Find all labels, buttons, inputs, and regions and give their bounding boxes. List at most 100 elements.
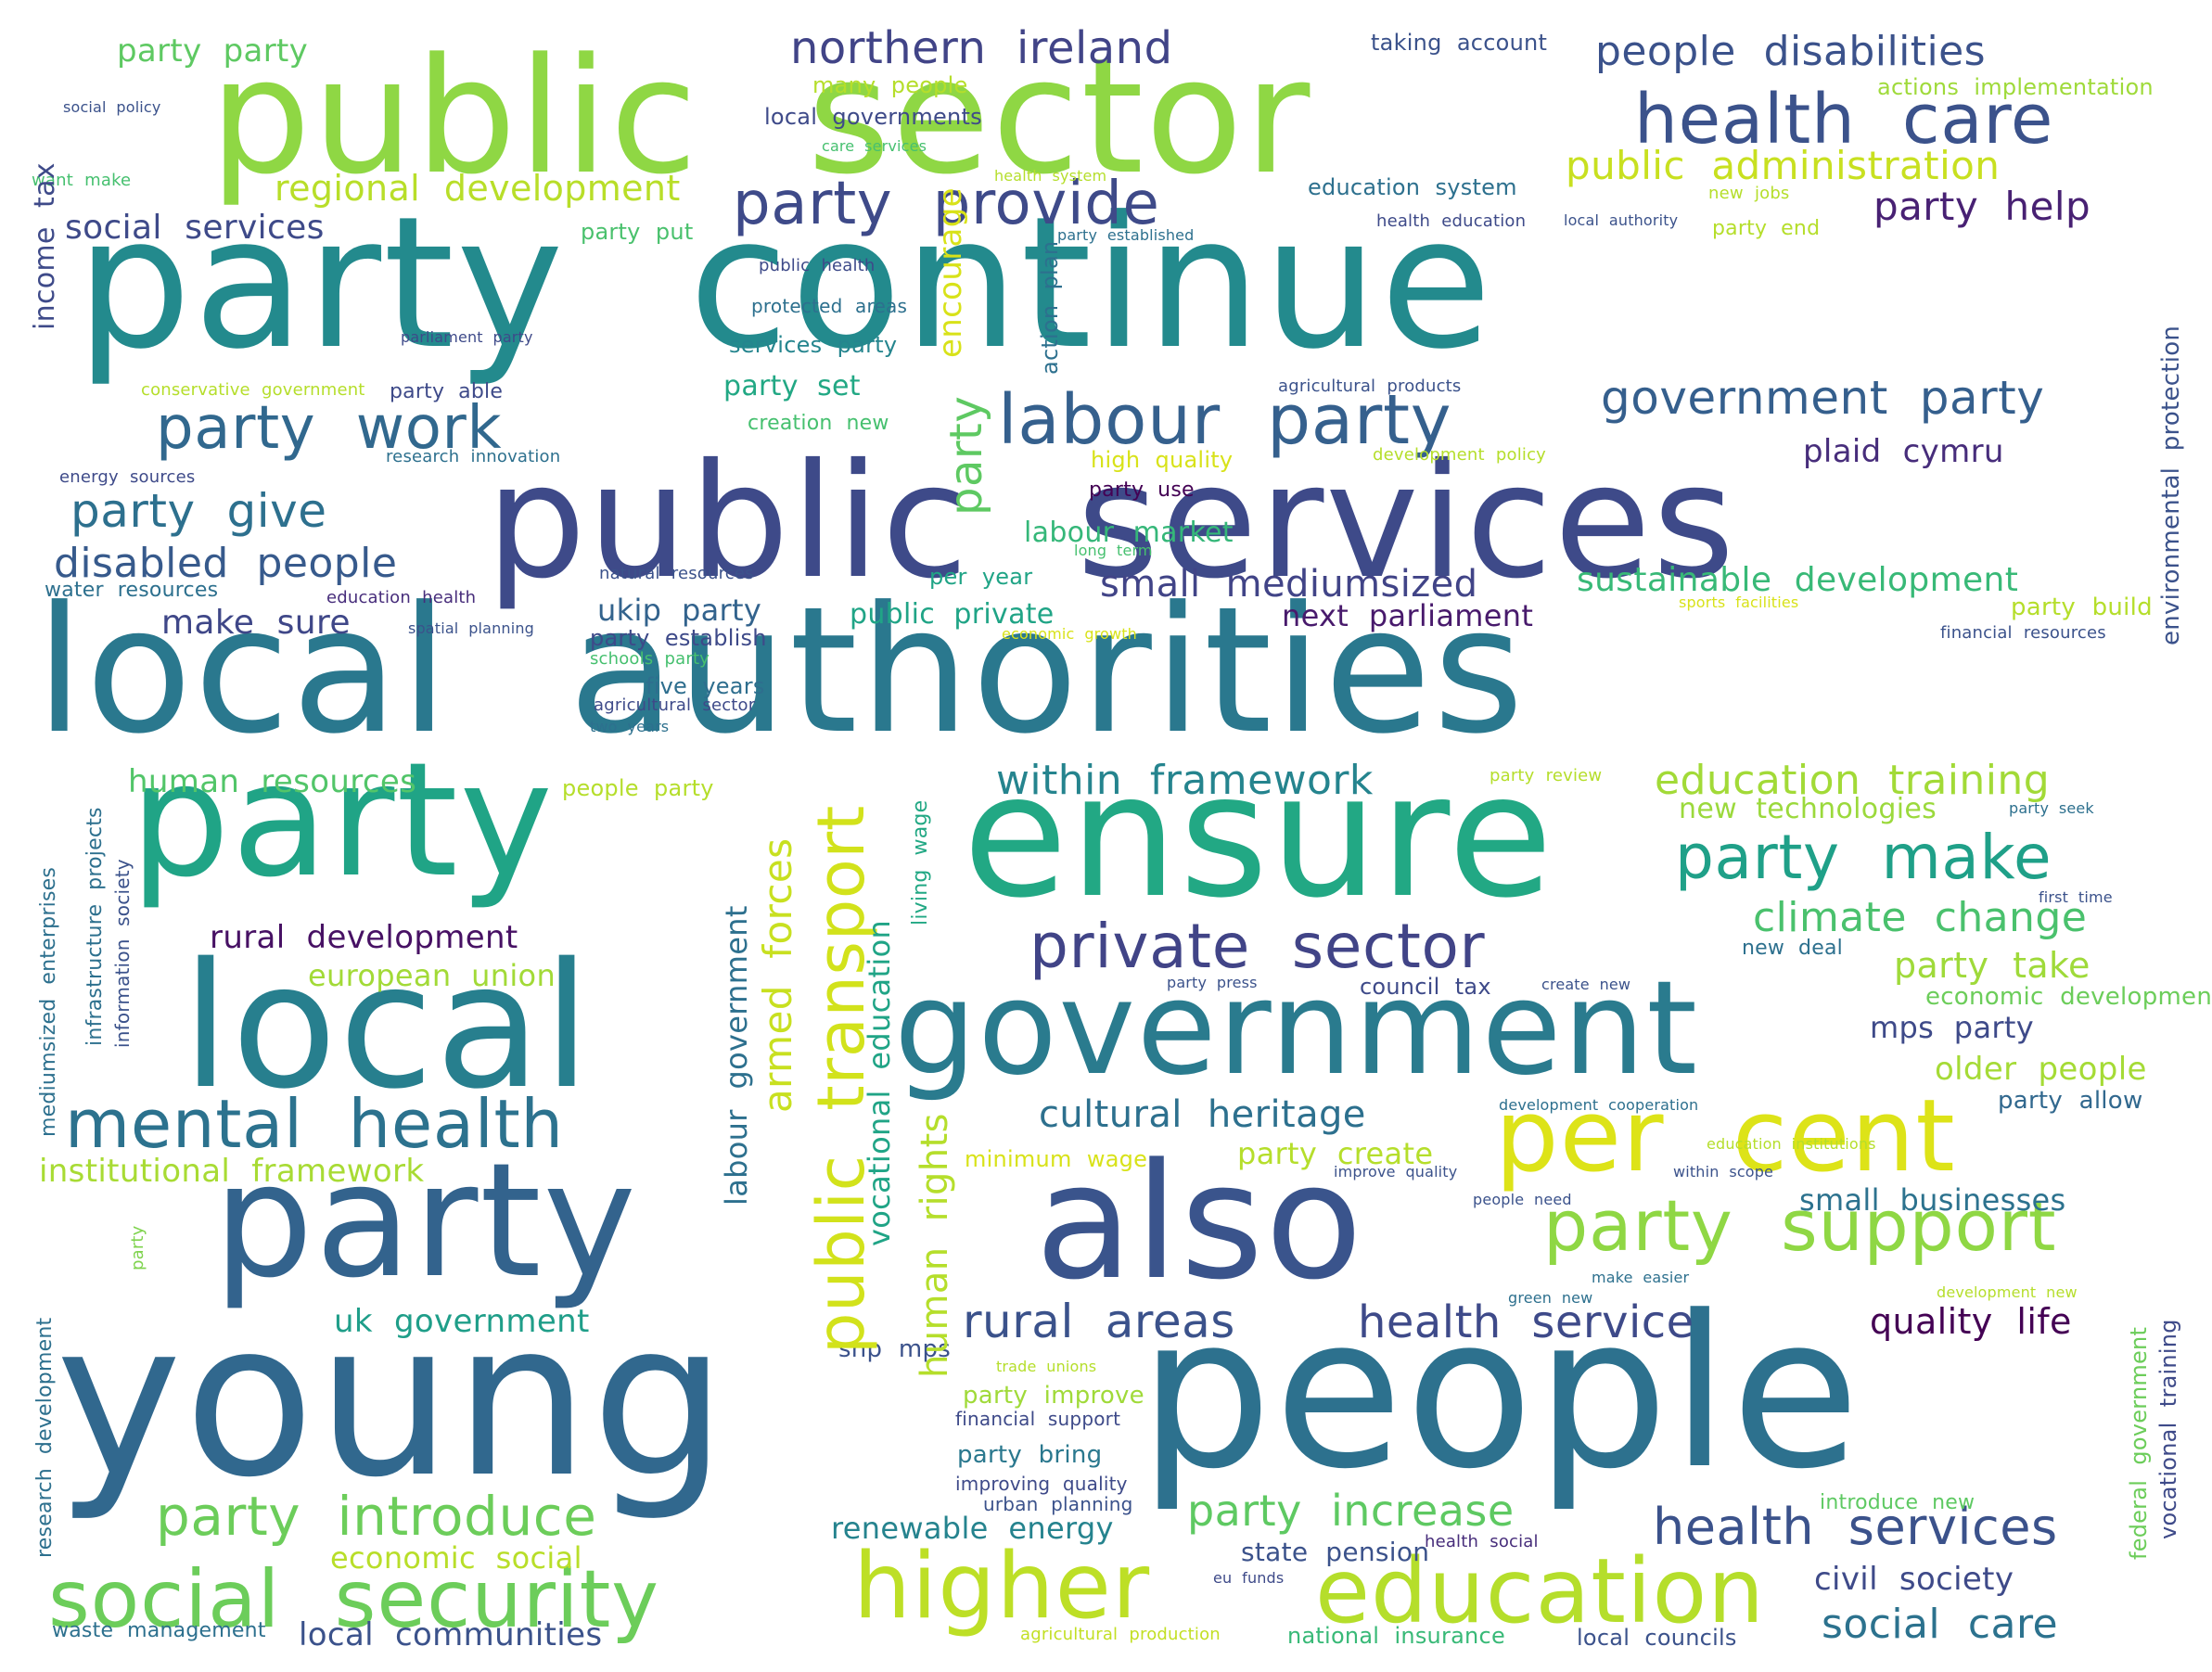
word-national-insurance: national insurance bbox=[1287, 1623, 1505, 1649]
word-education-training: education training bbox=[1655, 757, 2051, 804]
word-health-system: care services bbox=[822, 137, 927, 155]
word-social-care: social care bbox=[1822, 1601, 2059, 1648]
word-financial-resources: financial resources bbox=[1940, 623, 2106, 643]
word-services-party: services party bbox=[729, 332, 898, 358]
word-party-set: party set bbox=[723, 370, 861, 402]
word-sports-facilities: long term bbox=[1074, 542, 1153, 559]
word-party-help: party help bbox=[1873, 184, 2091, 229]
word-people: people bbox=[1139, 1271, 1862, 1515]
word-income-tax: income tax bbox=[29, 162, 61, 330]
word-environmental-protection: environmental protection bbox=[2157, 325, 2185, 645]
word-vocational-education: vocational education bbox=[862, 919, 897, 1246]
word-higher: higher bbox=[853, 1534, 1151, 1640]
word-new-jobs: local authority bbox=[1564, 211, 1679, 229]
word-mediumsized-enterprises: mediumsized enterprises bbox=[37, 866, 60, 1137]
word-public-services: public services bbox=[486, 430, 1737, 614]
word-conservative-government: energy sources bbox=[59, 467, 196, 487]
word-local-communities: local communities bbox=[299, 1616, 603, 1653]
word-party-increase: party increase bbox=[1187, 1486, 1515, 1536]
word-human-resources: human resources bbox=[128, 763, 417, 800]
word-natural-resources: natural resources bbox=[599, 564, 754, 583]
word-urban-planning: urban planning bbox=[983, 1493, 1133, 1515]
word-mental-health: mental health bbox=[65, 1085, 564, 1163]
word-information-society: information society bbox=[111, 859, 134, 1048]
word-party-press: economic growth bbox=[1002, 625, 1137, 643]
word-actions-implementation: actions implementation bbox=[1877, 74, 2154, 100]
word-action-plan: action plan bbox=[1037, 240, 1063, 375]
word-party-support: party support bbox=[1543, 1184, 2057, 1267]
word-state-pension: state pension bbox=[1241, 1537, 1430, 1567]
word-encourage: encourage bbox=[932, 187, 969, 358]
word-government: government bbox=[894, 953, 1699, 1104]
word-party-bring: party bring bbox=[957, 1441, 1103, 1469]
word-creation-new: creation new bbox=[748, 412, 889, 435]
word-european-union: european union bbox=[308, 958, 556, 993]
word-economic-growth: two years bbox=[590, 718, 670, 735]
word-minimum-wage: minimum wage bbox=[965, 1146, 1148, 1172]
word-plaid-cymru: plaid cymru bbox=[1803, 433, 2004, 470]
word-local-authority: health education bbox=[1376, 211, 1527, 231]
word-living-wage: living wage bbox=[909, 799, 932, 925]
word-northern-ireland: northern ireland bbox=[790, 22, 1173, 74]
word-local-councils: local councils bbox=[1577, 1625, 1737, 1651]
word-taking-account: taking account bbox=[1371, 30, 1548, 56]
word-want-make: parliament party bbox=[401, 328, 533, 346]
word-party-party: party party bbox=[117, 32, 309, 70]
word-ensure: ensure bbox=[963, 737, 1555, 936]
word-labour-government: labour government bbox=[719, 905, 754, 1206]
word-party-build: party build bbox=[2011, 593, 2153, 621]
word-cultural-heritage: cultural heritage bbox=[1039, 1093, 1366, 1136]
word-rural-development: rural development bbox=[210, 919, 518, 956]
word-schools-party: spatial planning bbox=[408, 619, 534, 637]
word-research-development: research development bbox=[33, 1317, 57, 1558]
word-party-able: party able bbox=[390, 380, 504, 403]
word-private-sector: private sector bbox=[1029, 911, 1486, 982]
word-per-cent: per cent bbox=[1495, 1079, 1956, 1194]
word-energy-sources: development policy bbox=[1373, 445, 1546, 465]
word-party-work: party work bbox=[156, 394, 503, 463]
word-introduce-new: introduce new bbox=[1820, 1491, 1975, 1514]
word-create-new: party press bbox=[1167, 974, 1258, 991]
word-party-establish: party establish bbox=[590, 625, 767, 651]
word-five-years: five years bbox=[646, 673, 765, 699]
word-human-rights: human rights bbox=[914, 1113, 956, 1378]
word-first-time: first time bbox=[2039, 888, 2113, 906]
word-people-disabilities: people disabilities bbox=[1595, 28, 1987, 75]
word-long-term: new jobs bbox=[1708, 184, 1790, 203]
word-local-governments: local governments bbox=[764, 104, 982, 130]
word-health-education: party established bbox=[1057, 226, 1195, 244]
word-improve-quality: education institutions bbox=[1707, 1135, 1876, 1153]
word-government-party: government party bbox=[1601, 371, 2045, 425]
word-armed-forces: armed forces bbox=[755, 837, 800, 1113]
word-within-framework: within framework bbox=[996, 757, 1374, 804]
word-public-administration: public administration bbox=[1566, 143, 2001, 188]
word-high-quality: high quality bbox=[1091, 447, 1234, 473]
word-young: young bbox=[56, 1277, 729, 1525]
word-uk-government: uk government bbox=[334, 1303, 590, 1340]
word-institutional-framework: institutional framework bbox=[39, 1153, 425, 1190]
word-new-deal: new deal bbox=[1742, 937, 1844, 960]
word-party-allow: party allow bbox=[1998, 1087, 2143, 1115]
word-protected-areas: protected areas bbox=[751, 295, 908, 317]
word-rural-areas: rural areas bbox=[963, 1295, 1235, 1348]
word-local-authorities: local authorities bbox=[35, 569, 1526, 772]
word-new-technologies: new technologies bbox=[1679, 793, 1937, 825]
word-waste-management: waste management bbox=[52, 1619, 266, 1642]
word-labour-market: labour market bbox=[1024, 517, 1234, 549]
word-party-review: party review bbox=[1490, 766, 1603, 785]
word-party-take: party take bbox=[1894, 945, 2091, 986]
word-education: education bbox=[1315, 1539, 1765, 1643]
word-economic-social: economic social bbox=[330, 1540, 582, 1576]
word-snp-mps: snp mps bbox=[838, 1335, 952, 1363]
word-quality-life: quality life bbox=[1870, 1301, 2072, 1342]
word-party-put: party put bbox=[581, 219, 694, 245]
word-parliament-party: conservative government bbox=[141, 380, 365, 400]
word-climate-change: climate change bbox=[1753, 894, 2088, 941]
word-mps-party: mps party bbox=[1870, 1010, 2034, 1045]
word-party-introduce: party introduce bbox=[156, 1485, 597, 1548]
word-small-businesses: small businesses bbox=[1799, 1182, 2066, 1218]
word-people-party: people party bbox=[562, 775, 714, 801]
word-make-easier: people need bbox=[1473, 1191, 1572, 1208]
word-local: local bbox=[182, 925, 593, 1127]
